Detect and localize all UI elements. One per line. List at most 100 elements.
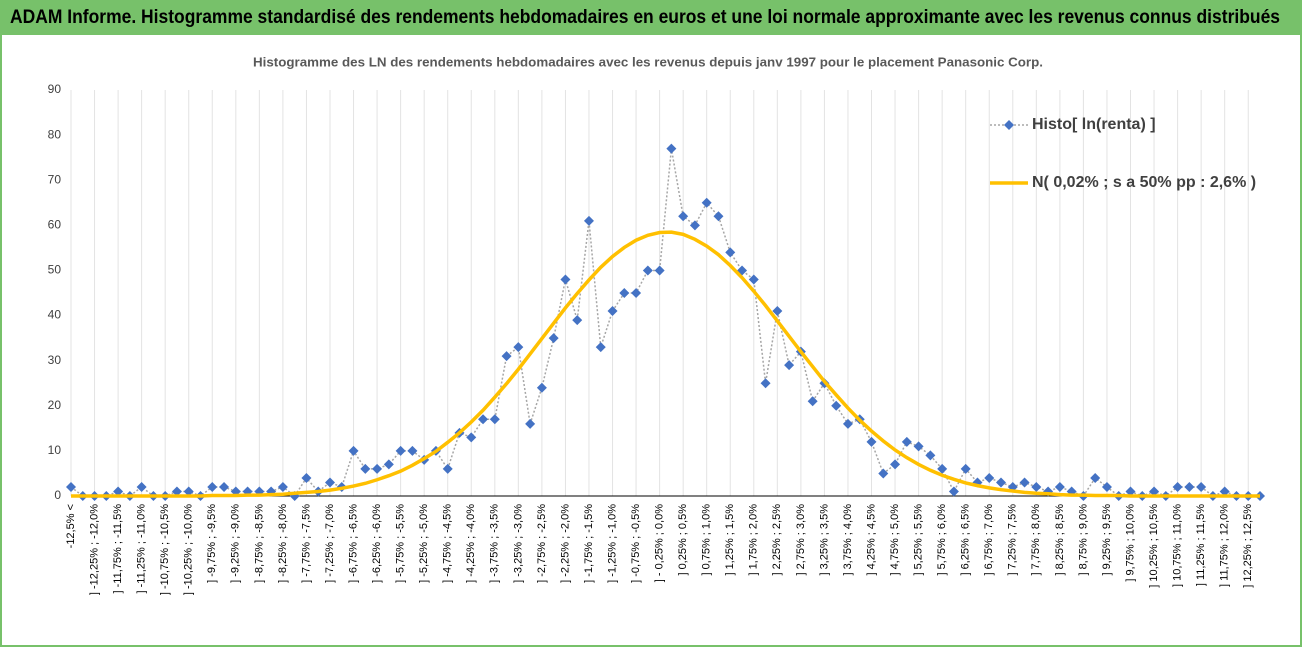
- x-tick-label: ] -2,25% ; -2,0%: [559, 504, 571, 583]
- page-title: ADAM Informe. Histogramme standardisé de…: [10, 7, 1280, 28]
- data-point: [324, 477, 335, 488]
- x-tick-label: ] 6,25% ; 6,5%: [960, 504, 972, 576]
- x-tick-label: ] -8,75% ; -8,5%: [253, 504, 265, 583]
- data-point: [572, 315, 583, 326]
- x-tick-label: ] -6,25% ; -6,0%: [371, 504, 383, 583]
- data-point: [407, 445, 418, 456]
- x-tick-label: ] 3,75% ; 4,0%: [842, 504, 854, 576]
- data-point: [784, 360, 795, 371]
- x-tick-label: ] 10,25% ; 10,5%: [1148, 504, 1160, 588]
- x-tick-label: ] -4,75% ; -4,5%: [442, 504, 454, 583]
- x-tick-label: ] -11,25% ; -11,0%: [136, 504, 148, 594]
- y-tick-label: 60: [48, 218, 62, 232]
- x-tick-label: ] -9,25% ; -9,0%: [230, 504, 242, 583]
- x-tick-label: ] 5,75% ; 6,0%: [936, 504, 948, 576]
- chart-title: Histogramme des LN des rendements hebdom…: [253, 54, 1043, 69]
- y-tick-label: 0: [54, 488, 61, 502]
- x-tick-label: ] -5,25% ; -5,0%: [418, 504, 430, 583]
- x-tick-label: ] -10,25% ; -10,0%: [183, 504, 195, 595]
- data-point: [1101, 481, 1112, 492]
- x-tick-label: ] -6,75% ; -6,5%: [347, 504, 359, 583]
- data-point: [219, 481, 230, 492]
- data-point: [937, 463, 948, 474]
- x-tick-label: ] -7,75% ; -7,5%: [300, 504, 312, 583]
- x-tick-label: ] -12,25% ; -12,0%: [88, 504, 100, 595]
- x-tick-label: ] -0,75% ; -0,5%: [630, 504, 642, 583]
- data-point: [678, 211, 689, 222]
- data-point: [466, 432, 477, 443]
- data-point: [701, 197, 712, 208]
- x-tick-label: ] -1,75% ; -1,5%: [583, 504, 595, 583]
- x-tick-label: ] -11,75% ; -11,5%: [112, 504, 124, 594]
- data-point: [442, 463, 453, 474]
- data-point: [513, 342, 524, 353]
- data-point: [1196, 481, 1207, 492]
- data-point: [478, 414, 489, 425]
- data-point: [1054, 481, 1065, 492]
- x-tick-label: ] 4,75% ; 5,0%: [889, 504, 901, 576]
- data-point: [760, 378, 771, 389]
- data-point: [1125, 486, 1136, 497]
- data-point: [619, 288, 630, 298]
- data-point: [136, 481, 147, 492]
- x-tick-label: ] 10,75% ; 11,0%: [1172, 504, 1184, 587]
- x-tick-label: ] 8,75% ; 9,0%: [1077, 504, 1089, 576]
- data-point: [183, 486, 194, 497]
- x-tick-label: ] -9,75% ; -9,5%: [206, 504, 218, 583]
- data-point: [1019, 477, 1030, 488]
- x-tick-label: ] 2,75% ; 3,0%: [795, 504, 807, 576]
- legend-label: N( 0,02% ; s a 50% pp : 2,6% ): [1032, 174, 1256, 191]
- y-tick-label: 30: [48, 353, 62, 367]
- x-tick-label: ] 7,25% ; 7,5%: [1007, 504, 1019, 576]
- x-tick-label: ] 2,25% ; 2,5%: [771, 504, 783, 576]
- series-line: [71, 230, 1260, 498]
- x-tick-label: ] -3,75% ; -3,5%: [489, 504, 501, 583]
- x-tick-label: ] -2,75% ; -2,5%: [536, 504, 548, 583]
- x-tick-label: ] 11,25% ; 11,5%: [1195, 504, 1207, 586]
- data-point: [1031, 481, 1042, 492]
- data-point: [925, 450, 936, 461]
- data-point: [666, 143, 677, 154]
- x-tick-label: ] 11,75% ; 12,0%: [1219, 504, 1231, 587]
- x-tick-label: ] -3,25% ; -3,0%: [512, 504, 524, 583]
- data-point: [866, 436, 877, 447]
- data-point: [113, 486, 124, 497]
- data-point: [1219, 486, 1230, 497]
- x-tick-label: ] 5,25% ; 5,5%: [913, 504, 925, 576]
- data-point: [395, 445, 406, 456]
- x-tick-label: ] 1,25% ; 1,5%: [724, 504, 736, 576]
- data-point: [689, 220, 700, 231]
- x-tick-label: ] -1,25% ; -1,0%: [606, 504, 618, 583]
- data-point: [807, 396, 818, 407]
- x-tick-label: ] -10,75% ; -10,5%: [159, 504, 171, 595]
- data-point: [948, 486, 959, 497]
- x-tick-label: ] -5,75% ; -5,5%: [395, 504, 407, 583]
- data-point: [631, 288, 642, 298]
- x-tick-label: ] 8,25% ; 8,5%: [1054, 504, 1066, 576]
- data-point: [772, 306, 783, 317]
- data-point: [607, 306, 618, 317]
- y-tick-label: 50: [48, 263, 62, 277]
- x-tick-label: ] 9,75% ; 10,0%: [1124, 504, 1136, 582]
- data-point: [890, 459, 901, 470]
- data-point: [1172, 481, 1183, 492]
- data-point: [913, 441, 924, 452]
- x-tick-label: ] 0,25% ; 0,5%: [677, 504, 689, 576]
- data-point: [960, 463, 971, 474]
- y-tick-label: 10: [48, 443, 62, 457]
- data-point: [277, 481, 288, 492]
- x-tick-label: ] 9,25% ; 9,5%: [1101, 504, 1113, 576]
- data-point: [725, 247, 736, 258]
- data-point: [383, 459, 394, 470]
- data-point: [842, 418, 853, 429]
- data-point: [901, 436, 912, 447]
- x-tick-label: ] 7,75% ; 8,0%: [1030, 504, 1042, 576]
- x-tick-label: ] -4,25% ; -4,0%: [465, 504, 477, 583]
- data-point: [301, 472, 312, 483]
- legend-marker: [1004, 120, 1014, 130]
- data-point: [642, 265, 653, 276]
